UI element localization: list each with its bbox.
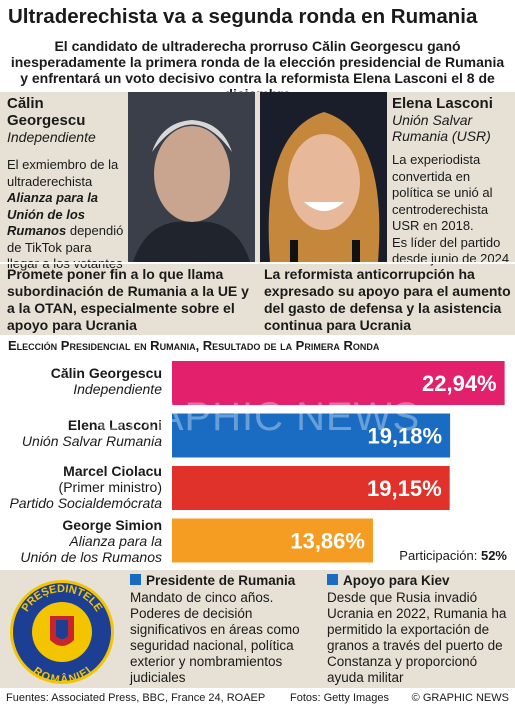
title: Ultraderechista va a segunda ronda en Ru… <box>8 5 478 28</box>
party: Independiente <box>7 129 96 145</box>
profile-right: Elena Lasconi Unión Salvar Rumania (USR)… <box>392 95 512 268</box>
value-label: 19,18% <box>367 424 442 449</box>
text: Alianza para la Unión de los Rumanos <box>7 190 99 238</box>
bar <box>172 413 451 458</box>
name: Călin Georgescu <box>50 365 162 381</box>
seal: PREȘEDINTELE ROMÂNIEI <box>10 580 114 686</box>
turnout-label: Participación: <box>399 548 478 563</box>
value-label: 13,86% <box>290 529 365 554</box>
divider <box>0 262 515 264</box>
info-title: Apoyo para Kiev <box>343 573 450 588</box>
turnout: Participación: 52% <box>399 548 507 563</box>
name: Marcel Ciolacu <box>63 463 162 479</box>
name: Călin Georgescu <box>7 95 86 129</box>
quote-left: Promete poner fin a lo que llama subordi… <box>7 266 249 333</box>
photo-credit: Fotos: Getty Images <box>290 692 390 704</box>
info-text: Mandato de cinco años. Poderes de decisi… <box>130 590 300 685</box>
photo-lasconi <box>260 92 387 262</box>
photo-georgescu <box>128 92 255 262</box>
category-label: George Simion Alianza para la Unión de los… <box>5 517 162 565</box>
category-label: Marcel Ciolacu (Primer ministro) Partido S… <box>5 463 162 511</box>
info-box: Apoyo para Kiev Desde que Rusia invadió … <box>327 573 512 686</box>
name: Elena Lasconi <box>392 95 493 112</box>
sources: Fuentes: Associated Press, BBC, France 2… <box>6 692 266 704</box>
value-label: 19,15% <box>367 476 442 501</box>
chart-title: Elección Presidencial en Rumania, Result… <box>8 338 380 353</box>
profiles-panel <box>0 92 515 335</box>
party: Unión Salvar Rumania (USR) <box>392 112 491 144</box>
category-label: Elena Lasconi Unión Salvar Rumania <box>5 417 162 449</box>
name: Elena Lasconi <box>67 417 162 433</box>
info-title: Presidente de Rumania <box>146 573 296 588</box>
bar <box>172 361 505 405</box>
note: Independiente <box>73 381 162 397</box>
watermark: GRAPHIC NEWS <box>94 395 421 439</box>
profile-left: Călin Georgescu Independiente El exmiemb… <box>7 95 125 273</box>
note: Partido Socialdemócrata <box>9 495 162 511</box>
bar <box>172 518 373 563</box>
description: La experiodista convertida en política s… <box>392 152 493 233</box>
value-label: 22,94% <box>422 371 497 396</box>
note: Unión Salvar Rumania <box>21 433 162 449</box>
note: (Primer ministro) <box>58 479 162 495</box>
description: El exmiembro de la ultraderechista Alian… <box>7 157 125 273</box>
credit: © GRAPHIC NEWS <box>411 692 509 704</box>
quote-right: La reformista anticorrupción ha expresad… <box>264 266 511 333</box>
turnout-value: 52% <box>480 548 507 563</box>
note: Alianza para la <box>69 533 162 549</box>
info-box: Presidente de Rumania Mandato de cinco a… <box>130 573 322 686</box>
bar <box>172 466 450 510</box>
chart: 22,94% 19,18% 19,15% 13,86% <box>172 361 505 563</box>
note: Unión de los Rumanos <box>20 549 162 565</box>
text: El exmiembro de la ultraderechista <box>7 157 119 189</box>
info-text: Desde que Rusia invadió Ucrania en 2022,… <box>327 590 507 685</box>
name: George Simion <box>62 517 162 533</box>
category-label: Călin Georgescu Independiente <box>5 365 162 397</box>
